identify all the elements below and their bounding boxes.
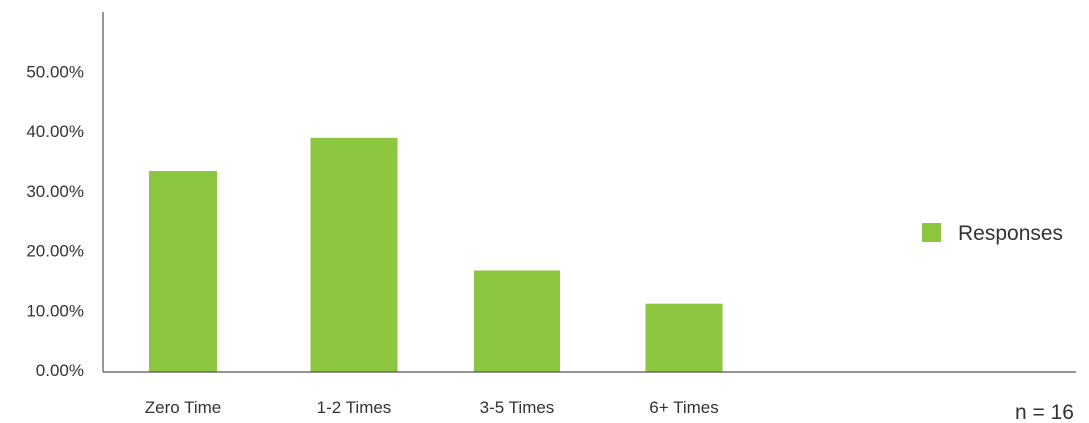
legend-label-responses: Responses <box>958 222 1063 245</box>
bar-6-times <box>645 303 723 372</box>
x-axis-labels: Zero Time 1-2 Times 3-5 Times 6+ Times <box>145 398 719 417</box>
x-tick-label: Zero Time <box>145 398 222 417</box>
bar-3-5-times <box>474 270 560 372</box>
bars <box>149 137 723 372</box>
legend: Responses <box>922 222 1063 245</box>
bar-zero-time <box>149 171 217 372</box>
y-axis-ticks: 0.00% 10.00% 20.00% 30.00% 40.00% 50.00% <box>26 63 84 381</box>
legend-swatch-responses <box>922 223 941 242</box>
y-tick-label: 20.00% <box>26 242 84 261</box>
x-tick-label: 3-5 Times <box>480 398 555 417</box>
x-tick-label: 6+ Times <box>649 398 718 417</box>
x-tick-label: 1-2 Times <box>317 398 392 417</box>
y-tick-label: 10.00% <box>26 301 84 320</box>
y-tick-label: 0.00% <box>36 361 84 380</box>
bar-1-2-times <box>310 137 398 372</box>
y-tick-label: 40.00% <box>26 122 84 141</box>
y-tick-label: 30.00% <box>26 182 84 201</box>
y-tick-label: 50.00% <box>26 63 84 82</box>
sample-size-note: n = 16 <box>1015 401 1074 423</box>
